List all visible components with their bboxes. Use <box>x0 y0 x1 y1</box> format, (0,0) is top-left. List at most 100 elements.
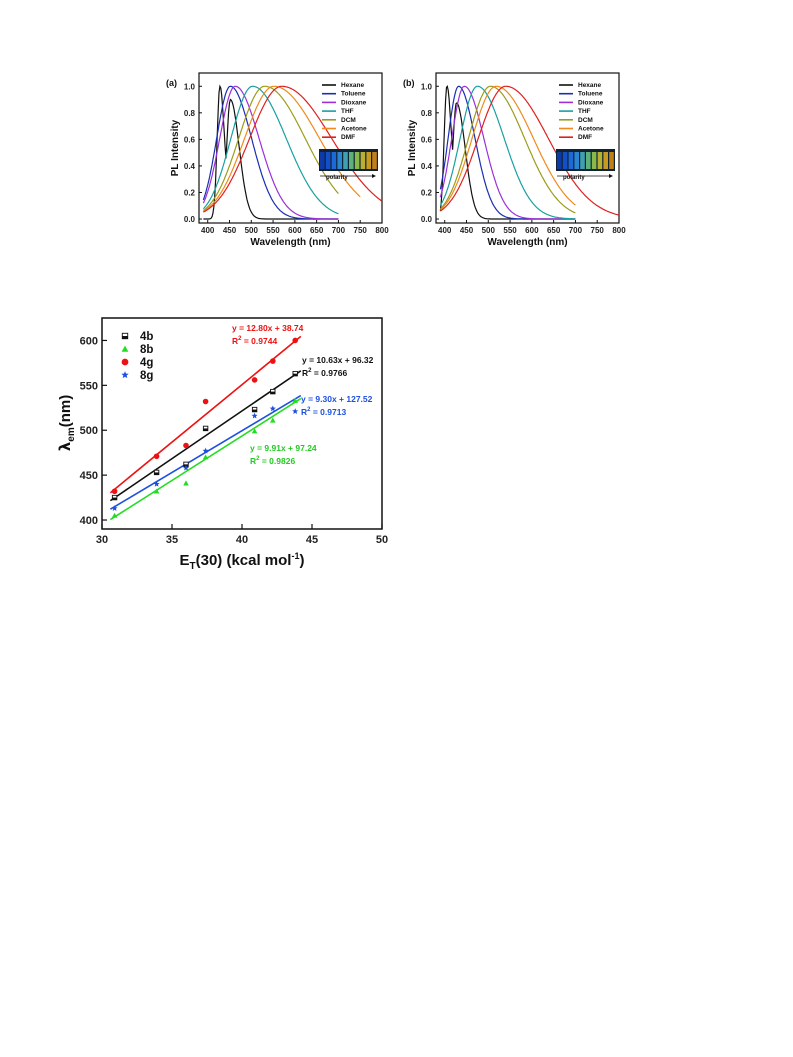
x-tick-label: 650 <box>310 226 324 235</box>
panel-c-xlabel: ET(30) (kcal mol-1) <box>179 551 304 572</box>
spectrum-line-dcm <box>439 85 576 214</box>
inset-vial <box>349 152 354 169</box>
x-tick-label: 550 <box>266 226 280 235</box>
spectrum-line-hexane <box>439 84 576 220</box>
point-8g <box>111 505 118 511</box>
inset-vial <box>562 152 568 169</box>
point-4g <box>153 453 160 460</box>
point-4g <box>292 337 299 344</box>
y-tick-label: 0.8 <box>421 109 433 118</box>
legend-label: 4g <box>140 357 153 369</box>
x-tick-label: 750 <box>591 226 605 235</box>
point-4g <box>183 442 189 449</box>
legend-label: 8g <box>140 370 153 382</box>
inset-vial <box>603 152 608 169</box>
point-8g <box>153 480 160 487</box>
point-8b <box>270 417 276 423</box>
legend-label: DCM <box>578 117 593 124</box>
panel-b-chart: (b) 400 450 500 550 600 650 700 750 800 0.0 0.2 0.4… <box>403 72 626 248</box>
point-8b <box>202 454 209 460</box>
panel-a-ticks: 400 450 500 550 600 650 700 750 800 0.0 0.2 0.4 0.6 0… <box>184 82 389 235</box>
legend-label: DMF <box>341 134 355 141</box>
spectrum-line-dioxane <box>439 85 576 220</box>
point-4g <box>251 377 258 383</box>
panel-c-ticks: 30 35 40 45 50 400 450 500 550 600 <box>80 335 388 546</box>
point-8b <box>121 345 129 352</box>
x-tick-label: 500 <box>245 226 259 235</box>
fit-r2-4g: R2 = 0.9744 <box>232 336 277 346</box>
inset-vial <box>354 152 360 169</box>
panel-b-xlabel: Wavelength (nm) <box>487 237 567 248</box>
inset-vial <box>609 152 614 169</box>
spectrum-line-acetone <box>439 85 576 211</box>
inset-vial <box>574 152 579 169</box>
x-tick-label: 650 <box>547 226 561 235</box>
x-tick-label: 600 <box>288 226 302 235</box>
fit-line-4g <box>109 335 302 494</box>
spectrum-line-toluene <box>439 85 576 220</box>
y-tick-label: 1.0 <box>184 82 196 91</box>
panel-a-series <box>202 84 383 220</box>
spectrum-line-dmf <box>440 85 620 216</box>
spectrum-line-dcm <box>203 85 339 212</box>
legend-label: 4b <box>140 331 153 343</box>
x-tick-label: 700 <box>332 226 346 235</box>
inset-vial <box>337 152 342 169</box>
panel-a-ylabel: PL Intensity <box>170 119 181 176</box>
point-8g <box>292 408 299 414</box>
spectrum-line-thf <box>202 85 339 215</box>
y-tick-label: 600 <box>80 335 98 347</box>
inset-vial <box>331 152 337 169</box>
legend-label: Acetone <box>341 126 367 133</box>
fit-equation-4b: y = 10.63x + 96.32 <box>302 355 374 365</box>
panel-b-frame <box>435 72 620 224</box>
fit-r2-4b: R2 = 0.9766 <box>302 368 347 378</box>
point-4g <box>121 358 129 366</box>
x-tick-label: 30 <box>96 534 108 546</box>
inset-vial <box>580 152 585 169</box>
fit-line-8g <box>109 394 302 510</box>
panel-a-chart: (a) 400 450 500 550 600 650 700 750 800 0.0 0.2 0.4… <box>166 72 389 248</box>
panel-a-inset-label: polarity <box>326 175 348 181</box>
point-4b <box>111 494 118 501</box>
y-tick-label: 0.4 <box>184 162 196 171</box>
inset-vial <box>586 152 591 169</box>
panel-b-series <box>439 84 620 220</box>
y-tick-label: 500 <box>80 425 98 437</box>
inset-vial <box>568 152 574 169</box>
y-tick-label: 1.0 <box>421 82 433 91</box>
fit-equation-4g: y = 12.80x + 38.74 <box>232 323 304 333</box>
point-8b <box>251 428 258 434</box>
y-tick-label: 0.0 <box>421 215 433 224</box>
fit-r2-8b: R2 = 0.9826 <box>250 456 295 466</box>
legend-label: Hexane <box>341 82 365 89</box>
panel-b-inset: polarity <box>556 149 615 181</box>
y-tick-label: 550 <box>80 380 98 392</box>
inset-vial <box>366 152 371 169</box>
x-tick-label: 400 <box>201 226 215 235</box>
x-tick-label: 50 <box>376 534 388 546</box>
x-tick-label: 450 <box>223 226 237 235</box>
panel-b-inset-arrowhead <box>609 174 613 178</box>
legend-label: Dioxane <box>341 99 367 106</box>
legend-label: 8b <box>140 344 153 356</box>
point-4g <box>111 488 118 495</box>
x-tick-label: 550 <box>503 226 517 235</box>
point-4b <box>251 406 258 413</box>
inset-vial <box>372 152 377 169</box>
point-4b <box>153 469 160 476</box>
point-8b <box>111 512 118 518</box>
panel-a-xlabel: Wavelength (nm) <box>250 237 330 248</box>
fit-equation-8b: y = 9.91x + 97.24 <box>250 443 317 453</box>
point-4b <box>202 425 209 432</box>
x-tick-label: 800 <box>375 226 389 235</box>
inset-vial <box>591 152 597 169</box>
legend-label: DMF <box>578 134 592 141</box>
x-tick-label: 500 <box>482 226 496 235</box>
x-tick-label: 35 <box>166 534 178 546</box>
point-8b <box>183 480 189 486</box>
y-tick-label: 0.2 <box>421 188 433 197</box>
